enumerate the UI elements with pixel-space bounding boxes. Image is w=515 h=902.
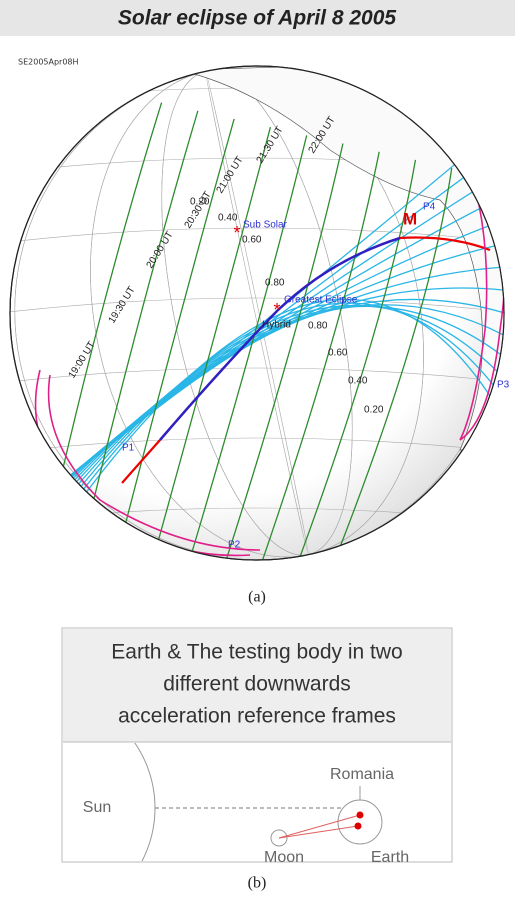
- romania-label: Romania: [330, 766, 394, 783]
- point-label: P1: [122, 443, 135, 454]
- magnitude-label: 0.20: [190, 197, 210, 208]
- time-line: [107, 118, 235, 560]
- globe-outline: [9, 65, 505, 561]
- link: [278, 825, 359, 839]
- map-code: SE2005Apr08H: [18, 58, 79, 67]
- point-label: P4: [423, 202, 436, 213]
- time-line: [144, 126, 272, 560]
- sub-solar-label: Sub Solar: [243, 220, 288, 231]
- star: *: [233, 223, 240, 243]
- contour: [29, 304, 504, 538]
- contour: [45, 304, 504, 532]
- contour: [60, 298, 504, 527]
- point: [356, 811, 364, 819]
- contour: [53, 302, 504, 530]
- contour: [21, 298, 504, 540]
- point-label: P2: [228, 540, 241, 551]
- time-line: [181, 135, 308, 560]
- panel-b-title: Earth & The testing body in two: [111, 641, 402, 664]
- magnitude-label: 0.80: [308, 321, 328, 332]
- parallel: [10, 437, 504, 454]
- time-line: [255, 151, 380, 560]
- marker-label: M: [403, 209, 417, 228]
- time-line: [292, 159, 417, 560]
- panel-b-title: acceleration reference frames: [118, 705, 396, 728]
- parallel: [10, 297, 504, 314]
- contour: [10, 265, 504, 545]
- time-line: [218, 143, 344, 560]
- contour: [14, 287, 504, 543]
- panel-b-header: [63, 629, 451, 742]
- greatest-eclipse-label: Greatest Eclipse: [284, 295, 358, 306]
- title: Solar eclipse of April 8 2005: [118, 7, 396, 30]
- central-path: [399, 236, 491, 252]
- central-path: [121, 439, 161, 484]
- magnitude-label: 0.40: [218, 213, 238, 224]
- earth-label: Earth: [371, 849, 409, 866]
- contour: [37, 305, 504, 535]
- parallel: [10, 227, 504, 244]
- point-label: P3: [497, 380, 510, 391]
- earth: [337, 799, 383, 845]
- parallel: [10, 367, 504, 384]
- magnitude-label: 0.40: [348, 376, 368, 387]
- panel-b-title: different downwards: [163, 673, 351, 696]
- title-bar: [0, 0, 515, 36]
- sun-label: Sun: [83, 799, 111, 816]
- link: [278, 814, 361, 839]
- caption-a: (a): [248, 589, 266, 606]
- magnitude-label: 0.80: [265, 278, 285, 289]
- central-path: [159, 236, 401, 441]
- time-line: [329, 168, 453, 560]
- hybrid-label: Hybrid: [262, 320, 291, 331]
- point: [354, 822, 362, 830]
- magnitude-label: 0.60: [328, 348, 348, 359]
- caption-b: (b): [248, 875, 267, 892]
- moon-label: Moon: [264, 849, 304, 866]
- magnitude-label: 0.60: [242, 235, 262, 246]
- magnitude-label: 0.20: [364, 405, 384, 416]
- star: *: [273, 300, 280, 320]
- limit: [47, 374, 261, 551]
